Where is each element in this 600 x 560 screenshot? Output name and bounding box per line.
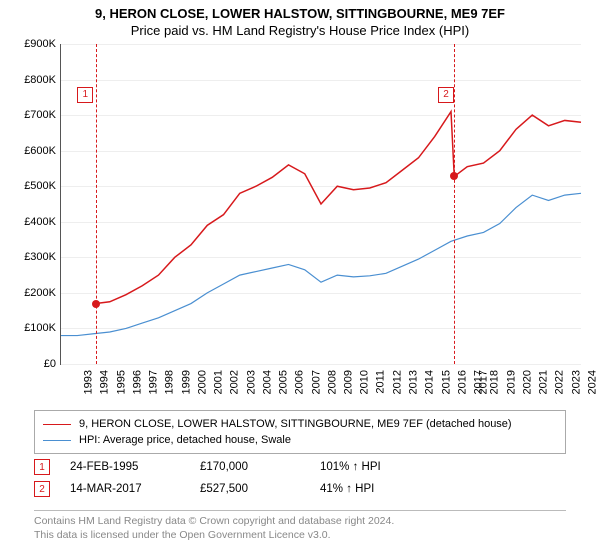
chart-subtitle: Price paid vs. HM Land Registry's House …	[0, 23, 600, 38]
chart-title: 9, HERON CLOSE, LOWER HALSTOW, SITTINGBO…	[0, 6, 600, 21]
y-axis-label: £800K	[16, 74, 56, 86]
x-axis-label: 1996	[131, 370, 143, 394]
x-axis-label: 1995	[115, 370, 127, 394]
plot-area: 12	[60, 44, 581, 365]
x-axis-label: 1993	[82, 370, 94, 394]
x-axis-label: 2016	[456, 370, 468, 394]
legend-swatch	[43, 424, 71, 425]
x-axis-label: 2011	[374, 370, 386, 394]
marker-dot	[92, 300, 100, 308]
x-axis-label: 2004	[261, 370, 273, 394]
x-axis-label: 1997	[147, 370, 159, 394]
transaction-pct: 101% ↑ HPI	[320, 461, 440, 473]
transaction-date: 14-MAR-2017	[70, 483, 200, 495]
x-axis-label: 2013	[407, 370, 419, 394]
x-axis-label: 2018	[489, 370, 501, 394]
y-axis-label: £600K	[16, 145, 56, 157]
marker-dot	[450, 172, 458, 180]
y-axis-label: £400K	[16, 216, 56, 228]
marker-vline	[96, 44, 97, 364]
x-axis-label: 2003	[245, 370, 257, 394]
chart-area: 12 £0£100K£200K£300K£400K£500K£600K£700K…	[10, 44, 590, 394]
x-axis-label: 2015	[440, 370, 452, 394]
y-axis-label: £500K	[16, 180, 56, 192]
marker-box: 2	[438, 87, 454, 103]
x-axis-label: 2001	[212, 370, 224, 394]
legend: 9, HERON CLOSE, LOWER HALSTOW, SITTINGBO…	[34, 410, 566, 454]
titles: 9, HERON CLOSE, LOWER HALSTOW, SITTINGBO…	[0, 0, 600, 38]
marker-box: 1	[77, 87, 93, 103]
x-axis-label: 1999	[180, 370, 192, 394]
transaction-row: 2 14-MAR-2017£527,50041% ↑ HPI	[34, 478, 566, 500]
legend-label: HPI: Average price, detached house, Swal…	[79, 434, 291, 446]
x-axis-label: 2000	[196, 370, 208, 394]
footer-line-1: Contains HM Land Registry data © Crown c…	[34, 515, 566, 529]
legend-row: 9, HERON CLOSE, LOWER HALSTOW, SITTINGBO…	[43, 416, 557, 432]
y-axis-label: £0	[16, 358, 56, 370]
y-axis-label: £300K	[16, 251, 56, 263]
gridline-h	[61, 364, 581, 365]
y-axis-label: £700K	[16, 109, 56, 121]
transaction-price: £170,000	[200, 461, 320, 473]
x-axis-label: 2010	[359, 370, 371, 394]
x-axis-label: 2014	[424, 370, 436, 394]
transaction-price: £527,500	[200, 483, 320, 495]
x-axis-label: 2005	[277, 370, 289, 394]
y-axis-label: £200K	[16, 287, 56, 299]
transaction-pct: 41% ↑ HPI	[320, 483, 440, 495]
transaction-row: 1 24-FEB-1995£170,000101% ↑ HPI	[34, 456, 566, 478]
x-axis-label: 2002	[229, 370, 241, 394]
x-axis-label: 2006	[294, 370, 306, 394]
x-axis-label: 2023	[570, 370, 582, 394]
legend-swatch	[43, 440, 71, 441]
transaction-date: 24-FEB-1995	[70, 461, 200, 473]
transaction-marker: 2	[34, 481, 50, 497]
chart-svg	[61, 44, 581, 364]
x-axis-label: 1994	[99, 370, 111, 394]
y-axis-label: £100K	[16, 322, 56, 334]
x-axis-label: 2019	[505, 370, 517, 394]
x-axis-label: 2021	[537, 370, 549, 394]
legend-label: 9, HERON CLOSE, LOWER HALSTOW, SITTINGBO…	[79, 418, 512, 430]
transaction-table: 1 24-FEB-1995£170,000101% ↑ HPI 2 14-MAR-20…	[34, 456, 566, 500]
y-axis-label: £900K	[16, 38, 56, 50]
x-axis-label: 2012	[391, 370, 403, 394]
transaction-marker: 1	[34, 459, 50, 475]
x-axis-label: 1998	[164, 370, 176, 394]
x-axis-label: 2007	[310, 370, 322, 394]
page: 9, HERON CLOSE, LOWER HALSTOW, SITTINGBO…	[0, 0, 600, 560]
legend-row: HPI: Average price, detached house, Swal…	[43, 432, 557, 448]
footer-line-2: This data is licensed under the Open Gov…	[34, 529, 566, 543]
x-axis-label: 2009	[342, 370, 354, 394]
footer: Contains HM Land Registry data © Crown c…	[34, 510, 566, 542]
x-axis-label: 2008	[326, 370, 338, 394]
x-axis-label: 2024	[586, 370, 598, 394]
x-axis-label: 2020	[521, 370, 533, 394]
x-axis-label: 2022	[554, 370, 566, 394]
marker-vline	[454, 44, 455, 364]
series-hpi	[61, 193, 581, 335]
